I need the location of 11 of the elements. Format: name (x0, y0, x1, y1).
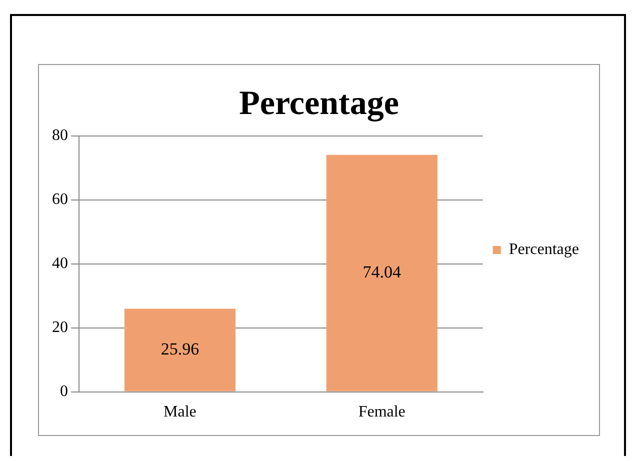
x-tick-label: Female (358, 404, 406, 421)
chart-title: Percentage (239, 85, 399, 122)
y-tick-label: 60 (52, 191, 68, 208)
x-tick-label: Male (164, 404, 196, 421)
data-label: 25.96 (160, 339, 200, 358)
legend-label: Percentage (508, 241, 580, 258)
y-tick-label: 80 (52, 127, 68, 144)
y-tick-label: 40 (52, 255, 68, 272)
data-label: 74.04 (362, 262, 402, 282)
y-tick-label: 0 (60, 383, 68, 400)
y-tick-label: 20 (52, 319, 68, 336)
